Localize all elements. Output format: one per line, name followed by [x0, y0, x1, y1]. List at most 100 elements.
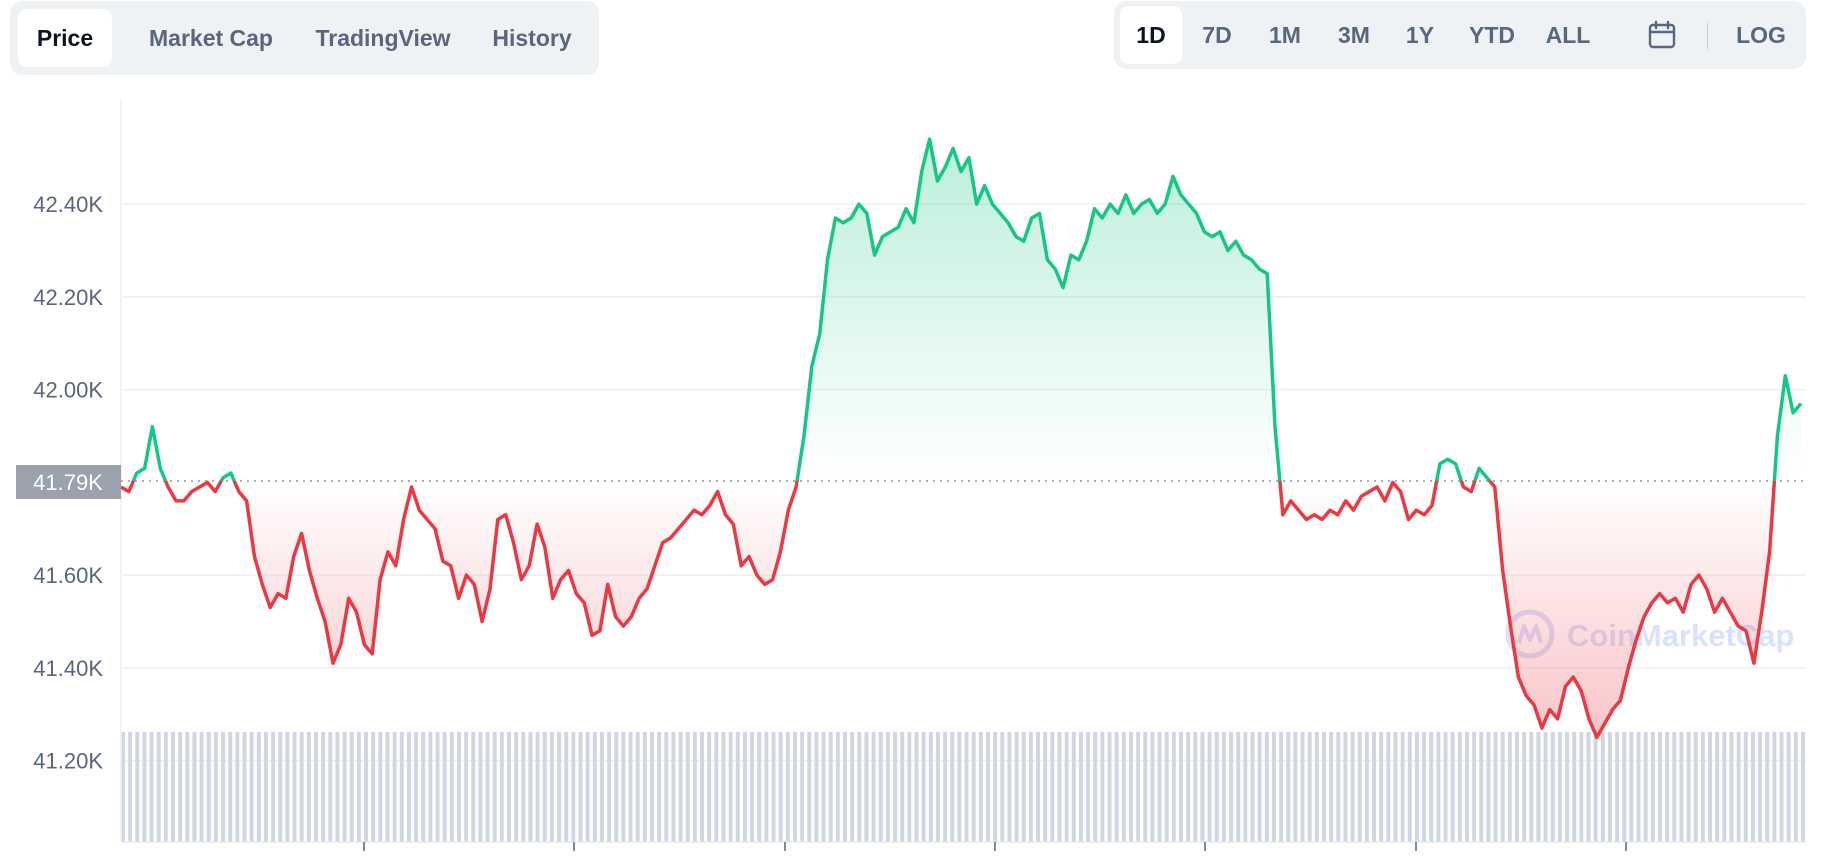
volume-bar [1414, 732, 1419, 842]
range-tab-3m[interactable]: 3M [1338, 22, 1370, 48]
volume-bar [828, 732, 833, 842]
volume-bar [800, 732, 805, 842]
volume-bar [1779, 732, 1784, 842]
volume-bar [121, 732, 125, 842]
volume-bar [921, 732, 926, 842]
volume-bar [1364, 732, 1369, 842]
tab-tradingview[interactable]: TradingView [315, 25, 451, 51]
volume-bar [907, 732, 912, 842]
reference-badge [16, 465, 121, 499]
volume-bar [1786, 732, 1791, 842]
range-tab-1y[interactable]: 1Y [1405, 22, 1435, 48]
volume-bar [900, 732, 905, 842]
volume-bar [1493, 732, 1498, 842]
range-tab-1d[interactable]: 1D [1120, 6, 1182, 64]
volume-bar [928, 732, 933, 842]
volume-bar [728, 732, 733, 842]
volume-bar [421, 732, 426, 842]
volume-bar [685, 732, 690, 842]
volume-bar [1507, 732, 1512, 842]
volume-bar [1093, 732, 1098, 842]
y-tick-label: 41.20K [33, 749, 103, 774]
volume-bar [878, 732, 883, 842]
volume-bar [843, 732, 847, 842]
volume-bar [821, 732, 826, 842]
volume-bar [642, 732, 647, 842]
volume-bar [242, 732, 247, 842]
volume-bar [128, 732, 133, 842]
range-tab-all[interactable]: ALL [1545, 22, 1591, 48]
volume-bar [571, 732, 576, 842]
volume-bar [1164, 732, 1169, 842]
volume-bar [1300, 732, 1305, 842]
volume-bar [1472, 732, 1477, 842]
volume-bar [1078, 732, 1083, 842]
volume-bar [1693, 732, 1698, 842]
volume-bar [757, 732, 762, 842]
volume-bar [871, 732, 876, 842]
volume-bar [721, 732, 726, 842]
y-tick-label: 42.40K [33, 192, 103, 217]
volume-bar [135, 732, 140, 842]
volume-bar [700, 732, 704, 842]
volume-bar [664, 732, 669, 842]
calendar-button[interactable] [1634, 6, 1690, 64]
volume-bar [1536, 732, 1541, 842]
volume-bar [614, 732, 619, 842]
volume-bar [149, 732, 154, 842]
volume-bar [557, 732, 562, 842]
volume-bar [185, 732, 190, 842]
volume-bar [578, 732, 583, 842]
volume-bar [199, 732, 204, 842]
volume-bar [707, 732, 712, 842]
volume-bar [1593, 732, 1598, 842]
volume-bar [1465, 732, 1469, 842]
volume-bars [121, 732, 1805, 842]
volume-bar [1622, 732, 1627, 842]
tab-price[interactable]: Price [18, 9, 112, 67]
volume-bar [1650, 732, 1655, 842]
volume-bar [1436, 732, 1441, 842]
volume-bar [1522, 732, 1527, 842]
volume-bar [528, 732, 533, 842]
volume-bar [1279, 732, 1284, 842]
volume-bar [1129, 732, 1133, 842]
tab-market-cap[interactable]: Market Cap [149, 25, 273, 51]
volume-bar [1307, 732, 1312, 842]
volume-bar [1565, 732, 1570, 842]
volume-bar [864, 732, 869, 842]
volume-bar [514, 732, 519, 842]
y-tick-label: 42.20K [33, 285, 103, 310]
volume-bar [221, 732, 226, 842]
volume-bar [271, 732, 276, 842]
range-tab-7d[interactable]: 7D [1202, 22, 1232, 48]
volume-bar [314, 732, 318, 842]
volume-bar [1457, 732, 1462, 842]
volume-bar [1214, 732, 1219, 842]
volume-bar [1322, 732, 1326, 842]
volume-bar [1486, 732, 1491, 842]
volume-bar [492, 732, 497, 842]
volume-bar [778, 732, 783, 842]
volume-bar [1086, 732, 1091, 842]
volume-bar [971, 732, 976, 842]
volume-bar [356, 732, 361, 842]
volume-bar [885, 732, 890, 842]
price-line-up [131, 137, 1803, 481]
area-fill-up [133, 139, 1801, 481]
y-tick-label: 41.40K [33, 656, 103, 681]
volume-bar [549, 732, 554, 842]
volume-bar [893, 732, 898, 842]
volume-bar [1443, 732, 1448, 842]
log-toggle[interactable]: LOG [1736, 22, 1786, 48]
volume-bar [1393, 732, 1398, 842]
range-tab-1m[interactable]: 1M [1269, 22, 1301, 48]
tab-history[interactable]: History [492, 25, 572, 51]
volume-bar [1271, 732, 1276, 842]
volume-bar [814, 732, 819, 842]
range-tab-ytd[interactable]: YTD [1469, 22, 1515, 48]
volume-bar [592, 732, 597, 842]
volume-bar [414, 732, 419, 842]
volume-bar [678, 732, 683, 842]
volume-bar [449, 732, 454, 842]
